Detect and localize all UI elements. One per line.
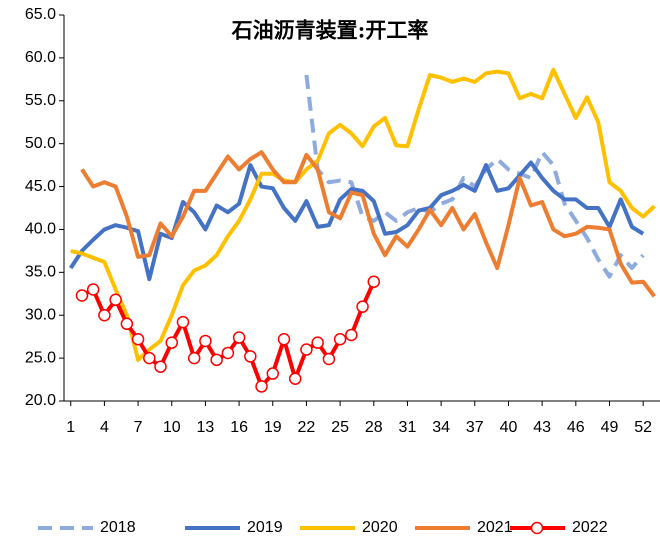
x-tick-label: 37 [466, 419, 484, 436]
legend-marker [530, 521, 544, 535]
point-marker [356, 300, 369, 313]
point-marker [255, 380, 268, 393]
point-marker [86, 283, 100, 296]
y-tick-label: 65.0 [25, 6, 56, 23]
x-tick-label: 46 [567, 419, 585, 436]
point-marker [176, 315, 190, 329]
x-tick-label: 52 [634, 419, 652, 436]
x-tick-label: 25 [331, 419, 349, 436]
point-marker [277, 332, 291, 346]
point-marker [109, 293, 122, 307]
x-tick-label: 19 [264, 419, 282, 436]
legend-label: 2020 [362, 519, 398, 536]
y-tick-label: 30.0 [25, 306, 56, 323]
x-tick-label: 28 [365, 419, 383, 436]
series-line [70, 67, 656, 362]
point-marker [165, 336, 179, 349]
y-tick-label: 50.0 [25, 135, 56, 152]
y-tick-label: 25.0 [25, 349, 56, 366]
series-line [80, 150, 656, 298]
x-tick-label: 4 [100, 419, 109, 436]
point-marker [143, 351, 156, 365]
point-marker [288, 372, 302, 385]
point-marker [322, 352, 336, 366]
point-marker [367, 275, 381, 289]
legend-label: 2021 [477, 519, 513, 536]
y-tick-label: 35.0 [25, 264, 56, 281]
point-marker [311, 336, 324, 349]
series-line [69, 160, 645, 282]
y-tick-label: 45.0 [25, 178, 56, 195]
point-marker [232, 331, 246, 344]
x-tick-label: 49 [601, 419, 619, 436]
point-marker [98, 308, 111, 322]
y-tick-label: 40.0 [25, 221, 56, 238]
series-line [81, 280, 376, 389]
x-tick-label: 13 [197, 419, 215, 436]
x-tick-label: 43 [533, 419, 551, 436]
y-tick-label: 20.0 [25, 392, 56, 409]
legend-label: 2019 [247, 519, 283, 536]
point-marker [210, 353, 223, 367]
point-marker [345, 328, 358, 342]
point-marker [300, 343, 313, 356]
y-tick-label: 55.0 [25, 92, 56, 109]
point-marker [244, 350, 257, 363]
point-marker [75, 289, 89, 302]
point-marker [187, 351, 201, 365]
point-marker [199, 334, 212, 348]
x-tick-label: 10 [163, 419, 181, 436]
chart-title: 石油沥青装置:开工率 [231, 18, 429, 43]
legend-label: 2022 [572, 519, 608, 536]
point-marker [131, 332, 145, 346]
point-marker [221, 346, 235, 360]
point-marker [266, 367, 280, 380]
point-marker [333, 332, 347, 346]
y-tick-label: 60.0 [25, 49, 56, 66]
x-tick-label: 34 [432, 419, 450, 436]
x-tick-label: 7 [134, 419, 143, 436]
x-tick-label: 31 [399, 419, 417, 436]
x-tick-label: 1 [66, 419, 75, 436]
x-tick-label: 16 [230, 419, 248, 436]
legend-label: 2018 [100, 519, 136, 536]
point-marker [120, 317, 134, 331]
x-tick-label: 40 [500, 419, 518, 436]
point-marker [154, 360, 167, 373]
x-tick-label: 22 [298, 419, 316, 436]
